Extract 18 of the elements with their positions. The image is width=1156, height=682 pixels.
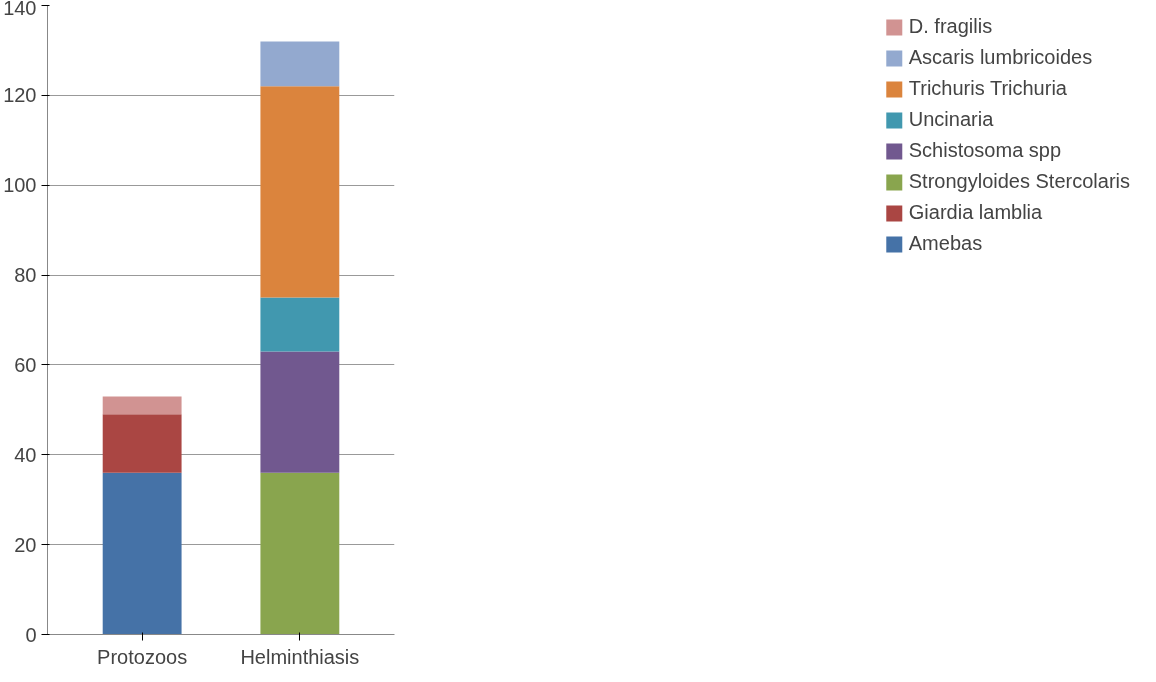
legend-label: D. fragilis — [908, 15, 993, 38]
legend-label: Schistosoma spp — [908, 139, 1062, 162]
y-tick-label: 120 — [3, 84, 37, 107]
y-tick-label: 60 — [14, 353, 37, 376]
y-tick-label: 0 — [25, 623, 37, 646]
y-tick-label: 20 — [14, 533, 37, 556]
legend-label: Giardia lamblia — [908, 201, 1043, 224]
y-tick-label: 80 — [14, 264, 37, 287]
y-tick-label: 140 — [3, 0, 37, 19]
legend-label: Uncinaria — [908, 108, 994, 131]
y-tick-label: 40 — [14, 443, 37, 466]
y-tick-label: 100 — [3, 174, 37, 197]
legend-label: Strongyloides Stercolaris — [908, 170, 1130, 193]
x-tick-label: Helminthiasis — [240, 645, 360, 668]
legend-label: Amebas — [908, 232, 983, 255]
legend-label: Trichuris Trichuria — [908, 77, 1067, 100]
legend-label: Ascaris lumbricoides — [908, 46, 1093, 69]
x-tick-label: Protozoos — [97, 645, 188, 668]
